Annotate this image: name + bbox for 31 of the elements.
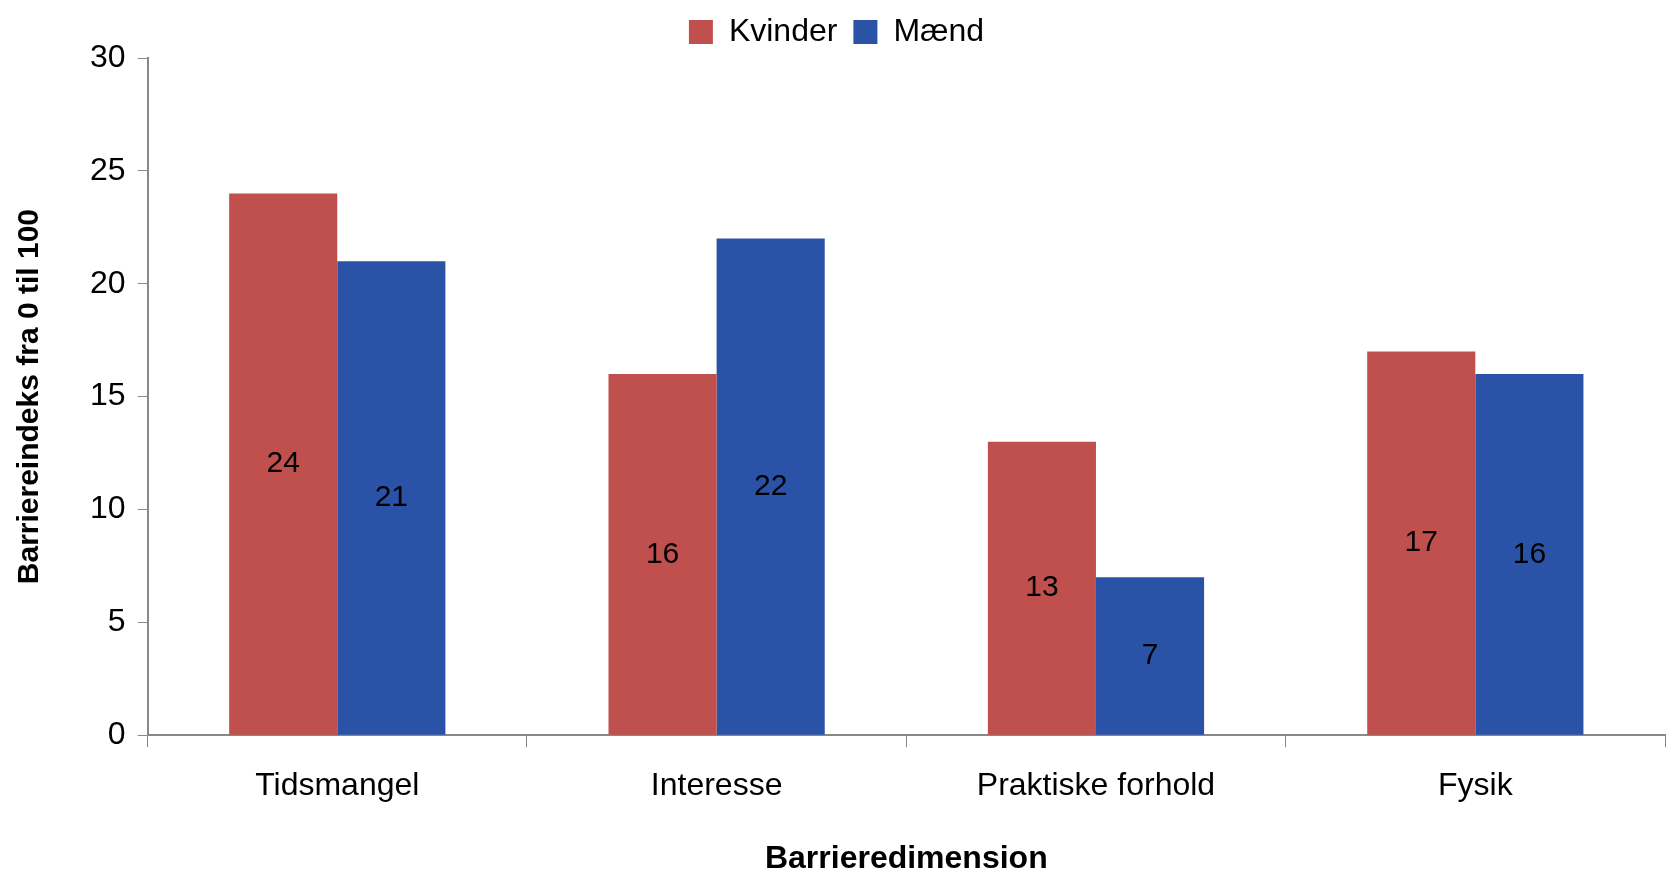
bar	[229, 193, 338, 735]
x-axis-title: Barrieredimension	[764, 838, 1048, 875]
y-tick-label: 25	[90, 150, 126, 187]
data-label: 7	[1141, 637, 1159, 671]
legend-label: Mænd	[893, 11, 985, 48]
y-tick-label: 20	[90, 263, 126, 300]
x-tick-label: Tidsmangel	[255, 766, 420, 803]
y-tick-label: 15	[90, 376, 126, 413]
x-tick-label: Fysik	[1438, 766, 1514, 803]
bar	[1095, 577, 1205, 735]
bar	[608, 374, 717, 735]
data-label: 16	[1512, 535, 1547, 569]
y-tick-label: 0	[107, 715, 126, 752]
legend-label: Kvinder	[728, 11, 838, 48]
data-label: 16	[645, 535, 680, 569]
bar	[1367, 351, 1476, 735]
x-tick-label: Interesse	[650, 766, 783, 803]
data-label: 22	[753, 467, 788, 501]
y-tick-label: 30	[90, 37, 126, 74]
bar	[337, 261, 446, 735]
bar	[987, 441, 1096, 735]
y-axis-title: Barriereindeks fra 0 til 100	[11, 208, 45, 585]
data-label: 13	[1025, 569, 1059, 603]
data-label: 21	[374, 479, 409, 513]
bar	[716, 238, 825, 735]
y-tick-label: 10	[90, 489, 126, 526]
data-label: 24	[266, 445, 300, 479]
y-tick-label: 5	[107, 602, 126, 639]
x-tick-label: Praktiske forhold	[976, 766, 1216, 803]
bar	[1475, 374, 1584, 735]
data-label: 17	[1404, 524, 1438, 558]
